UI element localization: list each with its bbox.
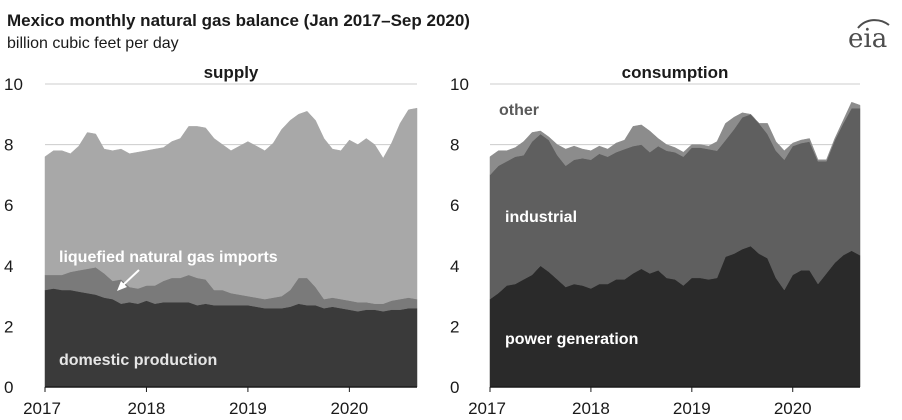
y-tick-label: 10 <box>4 75 23 94</box>
label-liquefied-natural-gas-imports: liquefied natural gas imports <box>59 249 278 266</box>
lng-arrow-icon <box>121 269 140 287</box>
x-tick-label: 2020 <box>774 399 812 418</box>
x-tick-label: 2019 <box>673 399 711 418</box>
x-tick-label: 2017 <box>23 399 61 418</box>
area-other <box>489 101 861 176</box>
lng-arrowhead-icon <box>117 281 127 291</box>
label-other: other <box>499 102 539 119</box>
y-tick-label: 4 <box>450 257 459 276</box>
area-imports-by-pipeline-from-the-united-states <box>44 107 418 304</box>
label-line: domestic production <box>59 352 217 369</box>
label-line: from the United States <box>60 105 231 122</box>
y-tick-label: 6 <box>450 196 459 215</box>
label-line: imports by pipeline <box>60 86 207 103</box>
logo-text: eia <box>848 24 887 52</box>
y-tick-label: 10 <box>450 75 469 94</box>
label-line: other <box>499 102 539 119</box>
y-tick-label: 6 <box>4 196 13 215</box>
y-tick-label: 8 <box>450 136 459 155</box>
x-tick-label: 2018 <box>128 399 166 418</box>
label-industrial: industrial <box>505 209 577 226</box>
label-power-generation: power generation <box>505 331 638 348</box>
label-line: liquefied natural gas imports <box>59 249 278 266</box>
y-tick-label: 4 <box>4 257 13 276</box>
logo-swoosh-icon <box>857 19 890 29</box>
panel-title: consumption <box>622 63 729 82</box>
y-tick-label: 2 <box>450 317 459 336</box>
x-tick-label: 2019 <box>229 399 267 418</box>
y-tick-label: 2 <box>4 317 13 336</box>
label-domestic-production: domestic production <box>59 352 217 369</box>
y-tick-label: 0 <box>4 378 13 397</box>
x-tick-label: 2018 <box>572 399 610 418</box>
label-line: power generation <box>505 331 638 348</box>
panel-title: supply <box>204 63 259 82</box>
y-tick-label: 8 <box>4 136 13 155</box>
label-line: industrial <box>505 209 577 226</box>
y-tick-label: 0 <box>450 378 459 397</box>
chart-title: Mexico monthly natural gas balance (Jan … <box>7 11 470 30</box>
eia-logo: eia <box>848 19 890 52</box>
x-tick-label: 2020 <box>330 399 368 418</box>
chart-subtitle: billion cubic feet per day <box>7 35 179 52</box>
label-imports-by-pipeline-from-the-united-states: imports by pipeline from the United State… <box>60 86 231 122</box>
x-tick-label: 2017 <box>468 399 506 418</box>
